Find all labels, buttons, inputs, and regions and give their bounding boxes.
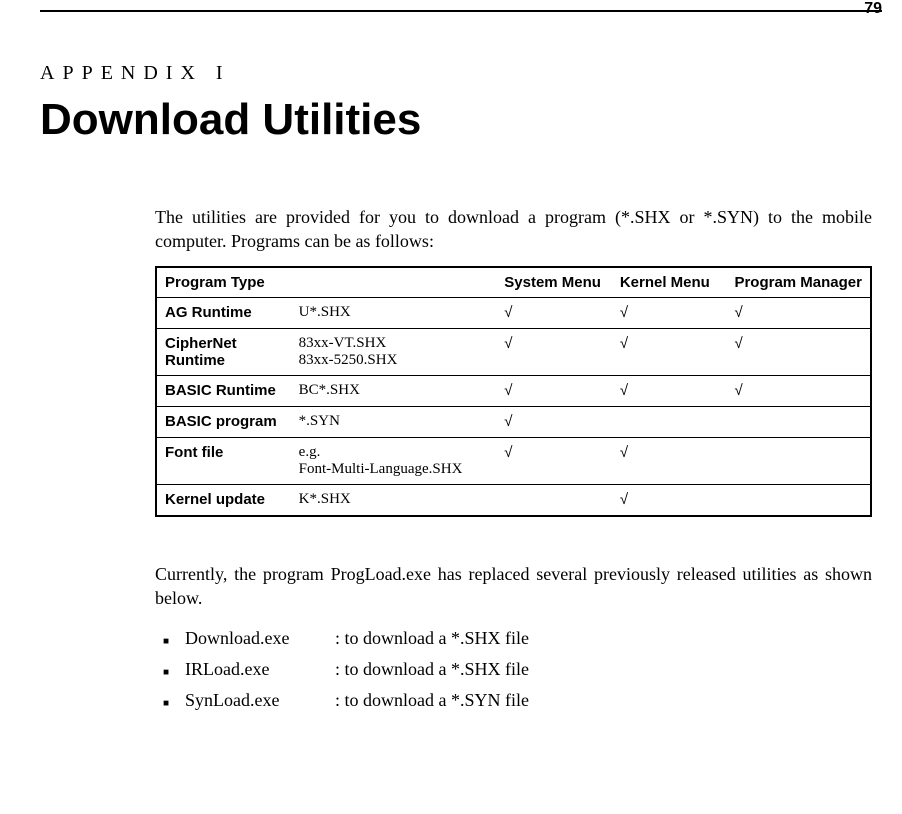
page-number: 79 (864, 0, 882, 18)
table-row: CipherNet Runtime83xx-VT.SHX 83xx-5250.S… (156, 328, 871, 375)
bullet-icon: ■ (163, 662, 185, 684)
row-check-pm: √ (726, 297, 871, 328)
row-check-sys: √ (496, 375, 612, 406)
row-check-ker: √ (612, 297, 727, 328)
check-icon: √ (734, 382, 742, 399)
row-check-ker: √ (612, 375, 727, 406)
utility-desc: : to download a *.SYN file (335, 690, 529, 711)
utilities-list: ■Download.exe: to download a *.SHX file■… (163, 628, 872, 715)
check-icon: √ (504, 304, 512, 321)
utility-name: Download.exe (185, 628, 335, 649)
check-icon: √ (734, 335, 742, 352)
utility-desc: : to download a *.SHX file (335, 659, 529, 680)
check-icon: √ (504, 335, 512, 352)
row-check-pm (726, 484, 871, 516)
check-icon: √ (620, 444, 628, 461)
check-icon: √ (620, 304, 628, 321)
row-check-pm: √ (726, 375, 871, 406)
table-row: BASIC RuntimeBC*.SHX √ √ √ (156, 375, 871, 406)
row-check-sys: √ (496, 406, 612, 437)
check-icon: √ (504, 413, 512, 430)
top-rule (40, 10, 882, 12)
bullet-icon: ■ (163, 693, 185, 715)
check-icon: √ (504, 444, 512, 461)
check-icon: √ (620, 382, 628, 399)
list-item: ■SynLoad.exe: to download a *.SYN file (163, 690, 872, 715)
row-check-sys: √ (496, 437, 612, 484)
row-check-sys (496, 484, 612, 516)
bullet-icon: ■ (163, 631, 185, 653)
row-file-pattern: U*.SHX (291, 297, 497, 328)
utility-desc: : to download a *.SHX file (335, 628, 529, 649)
utility-name: IRLoad.exe (185, 659, 335, 680)
document-page: 79 APPENDIX I Download Utilities The uti… (0, 0, 902, 814)
intro-paragraph: The utilities are provided for you to do… (155, 205, 872, 254)
list-item: ■IRLoad.exe: to download a *.SHX file (163, 659, 872, 684)
row-file-pattern: BC*.SHX (291, 375, 497, 406)
check-icon: √ (620, 335, 628, 352)
row-check-ker: √ (612, 328, 727, 375)
col-kernel-menu: Kernel Menu (612, 267, 727, 298)
row-program-type: CipherNet Runtime (156, 328, 291, 375)
table-row: AG RuntimeU*.SHX √ √ √ (156, 297, 871, 328)
row-check-sys: √ (496, 297, 612, 328)
table-row: Kernel updateK*.SHX √ (156, 484, 871, 516)
list-item: ■Download.exe: to download a *.SHX file (163, 628, 872, 653)
check-icon: √ (504, 382, 512, 399)
appendix-label: APPENDIX I (40, 62, 882, 85)
table-row: BASIC program*.SYN √ (156, 406, 871, 437)
row-program-type: BASIC Runtime (156, 375, 291, 406)
check-icon: √ (734, 304, 742, 321)
row-check-ker: √ (612, 484, 727, 516)
row-file-pattern: K*.SHX (291, 484, 497, 516)
row-program-type: Font file (156, 437, 291, 484)
table-header-row: Program Type System Menu Kernel Menu Pro… (156, 267, 871, 298)
col-program-type: Program Type (156, 267, 496, 298)
row-check-pm: √ (726, 328, 871, 375)
row-program-type: BASIC program (156, 406, 291, 437)
replacement-paragraph: Currently, the program ProgLoad.exe has … (155, 562, 872, 611)
col-program-manager: Program Manager (726, 267, 871, 298)
col-system-menu: System Menu (496, 267, 612, 298)
row-check-pm (726, 406, 871, 437)
program-table: Program Type System Menu Kernel Menu Pro… (155, 266, 872, 517)
table-row: Font filee.g. Font-Multi-Language.SHX √ √ (156, 437, 871, 484)
row-check-ker (612, 406, 727, 437)
page-title: Download Utilities (40, 95, 882, 145)
row-program-type: Kernel update (156, 484, 291, 516)
row-file-pattern: 83xx-VT.SHX 83xx-5250.SHX (291, 328, 497, 375)
body-block: The utilities are provided for you to do… (155, 205, 872, 715)
row-program-type: AG Runtime (156, 297, 291, 328)
row-check-sys: √ (496, 328, 612, 375)
row-check-pm (726, 437, 871, 484)
utility-name: SynLoad.exe (185, 690, 335, 711)
row-check-ker: √ (612, 437, 727, 484)
row-file-pattern: e.g. Font-Multi-Language.SHX (291, 437, 497, 484)
row-file-pattern: *.SYN (291, 406, 497, 437)
check-icon: √ (620, 491, 628, 508)
